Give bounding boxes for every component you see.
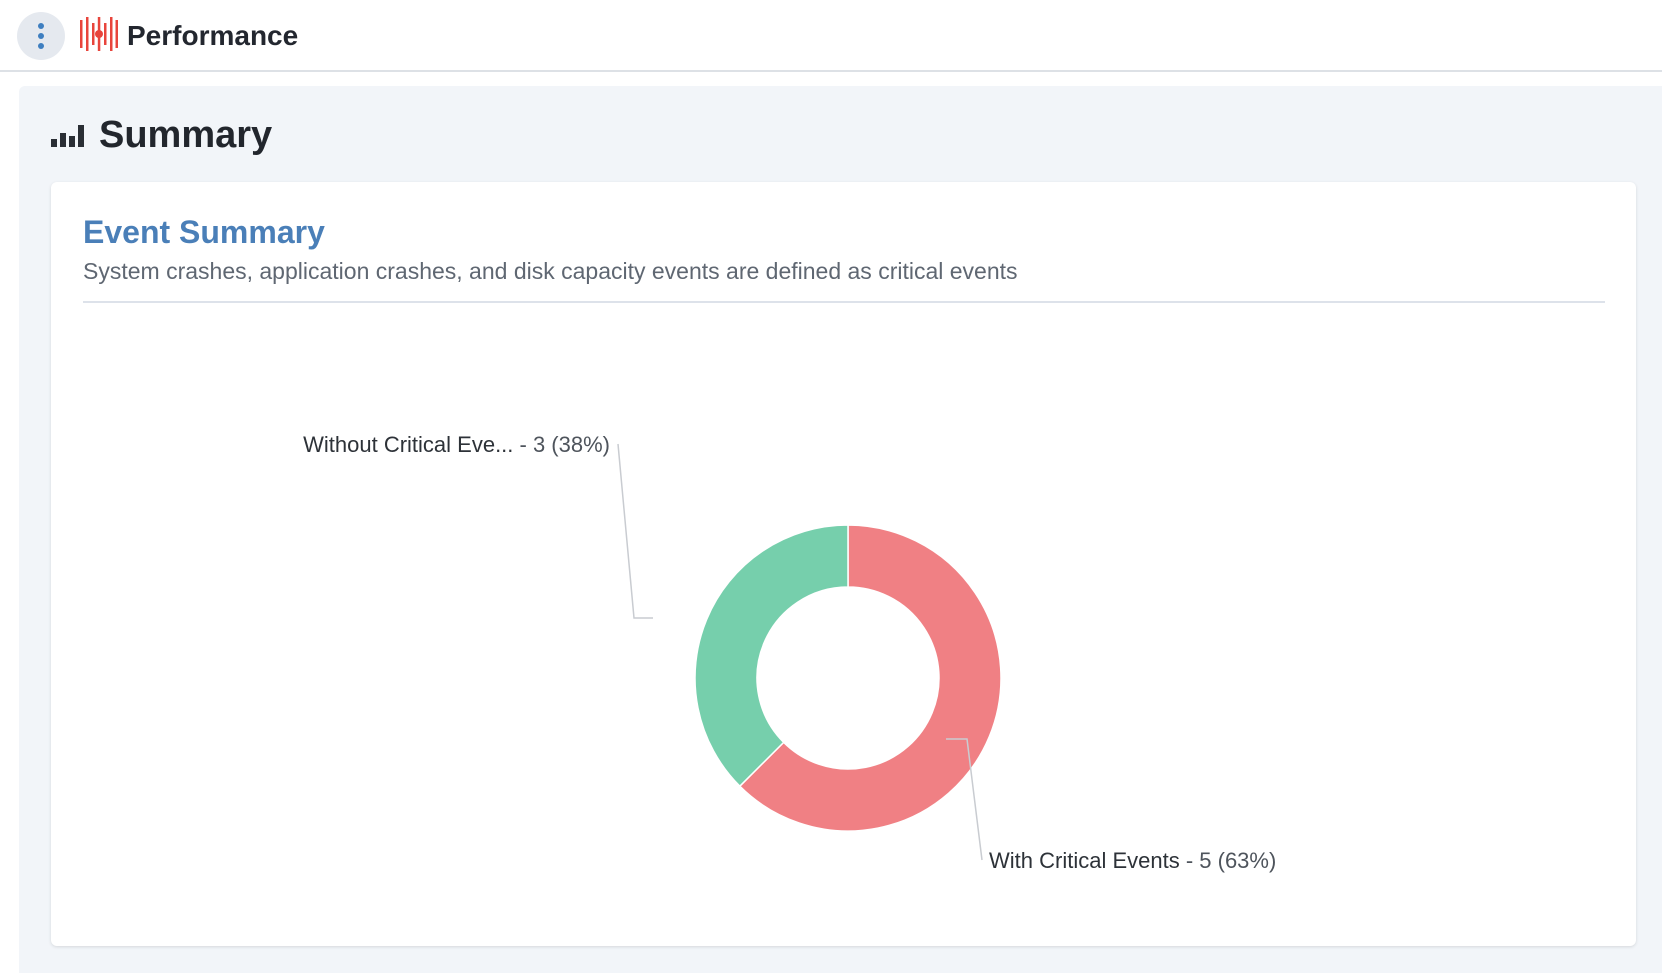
leader-line-1 [946,738,983,861]
donut-slice-2[interactable] [694,524,849,788]
slice-label-2: Without Critical Eve... - 3 (38%) [303,432,610,457]
app-title: Performance [127,20,299,51]
slice-label-value: - 5 (63%) [1180,848,1277,873]
slice-label-1: With Critical Events - 5 (63%) [989,848,1276,873]
summary-title: Summary [99,114,273,156]
card-divider [83,301,1605,303]
donut-slice-1[interactable] [738,524,1002,832]
kebab-menu-icon [38,23,44,49]
event-summary-subtitle: System crashes, application crashes, and… [83,258,1018,284]
slice-label-name: With Critical Events [989,848,1180,873]
slice-label-name: Without Critical Eve... [303,432,513,457]
slice-label-value: - 3 (38%) [513,432,610,457]
leader-line-2 [617,443,653,619]
event-summary-card: Event Summary System crashes, applicatio… [51,182,1636,946]
bar-chart-icon [51,125,84,147]
kebab-menu-button[interactable] [17,12,65,60]
event-donut-chart: With Critical Events - 5 (63%) Without Cr… [303,432,1276,873]
performance-logo-icon [80,17,118,51]
event-summary-title: Event Summary [83,214,325,250]
summary-heading: Summary [51,112,272,158]
top-bar: Performance [0,0,1662,72]
main-content: Summary Event Summary System crashes, ap… [19,86,1662,973]
